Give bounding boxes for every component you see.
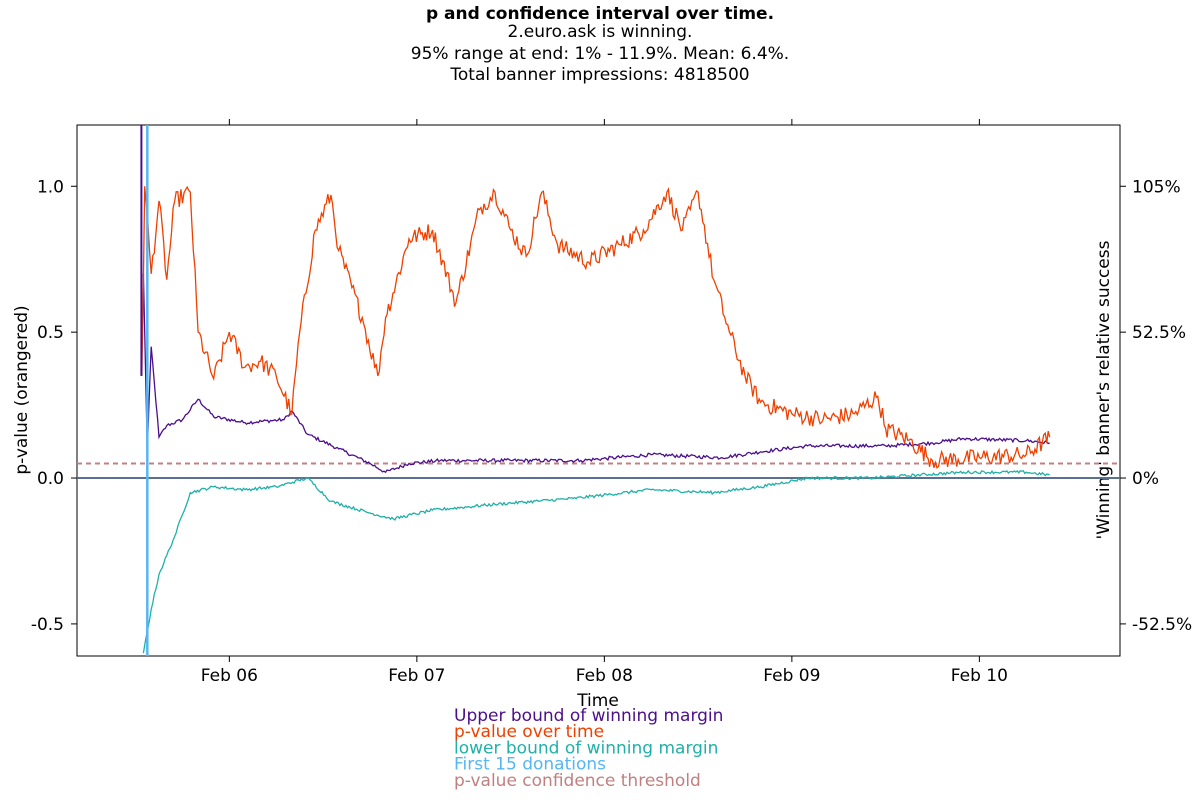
y-tick-label: 0.5 <box>37 323 64 343</box>
series-line-1 <box>141 185 1051 469</box>
x-tick-label: Feb 07 <box>388 666 445 686</box>
x-tick-label: Feb 06 <box>201 666 258 686</box>
x-tick-label: Feb 09 <box>763 666 820 686</box>
legend-entry: p-value over time <box>454 722 604 742</box>
chart-ticks: Feb 06 Feb 07 Feb 08 Feb 09 Feb 10 1.0 0.5 0.0 -… <box>31 119 1192 686</box>
y2-tick-label: -52.5% <box>1132 615 1192 635</box>
y2-tick-label: 105% <box>1132 177 1181 197</box>
legend-entry: First 15 donations <box>454 755 606 775</box>
x-axis-label: Time <box>576 691 619 711</box>
y-axis-label: p-value (orangered) <box>12 305 32 474</box>
y2-tick-label: 0% <box>1132 469 1159 489</box>
y2-tick-label: 52.5% <box>1132 323 1186 343</box>
legend-entry: Upper bound of winning margin <box>454 706 723 726</box>
chart-subtitle-2: 95% range at end: 1% - 11.9%. Mean: 6.4%… <box>411 44 789 64</box>
series-line-2 <box>142 469 1051 654</box>
chart-subtitle-1: 2.euro.ask is winning. <box>508 22 693 42</box>
chart-title: p and confidence interval over time. <box>426 4 774 24</box>
y2-axis-label: 'Winning' banner's relative success <box>1094 240 1114 539</box>
chart-subtitle-3: Total banner impressions: 4818500 <box>449 65 749 85</box>
plot-frame <box>76 124 1121 657</box>
legend-entry: p-value confidence threshold <box>454 771 701 791</box>
y-tick-label: 0.0 <box>37 469 64 489</box>
y-tick-label: 1.0 <box>37 177 64 197</box>
x-tick-label: Feb 10 <box>951 666 1008 686</box>
legend-entry: lower bound of winning margin <box>454 738 718 758</box>
chart-marks <box>77 125 1120 656</box>
x-tick-label: Feb 08 <box>576 666 633 686</box>
series-line-0 <box>142 273 1050 474</box>
y-tick-label: -0.5 <box>31 615 64 635</box>
